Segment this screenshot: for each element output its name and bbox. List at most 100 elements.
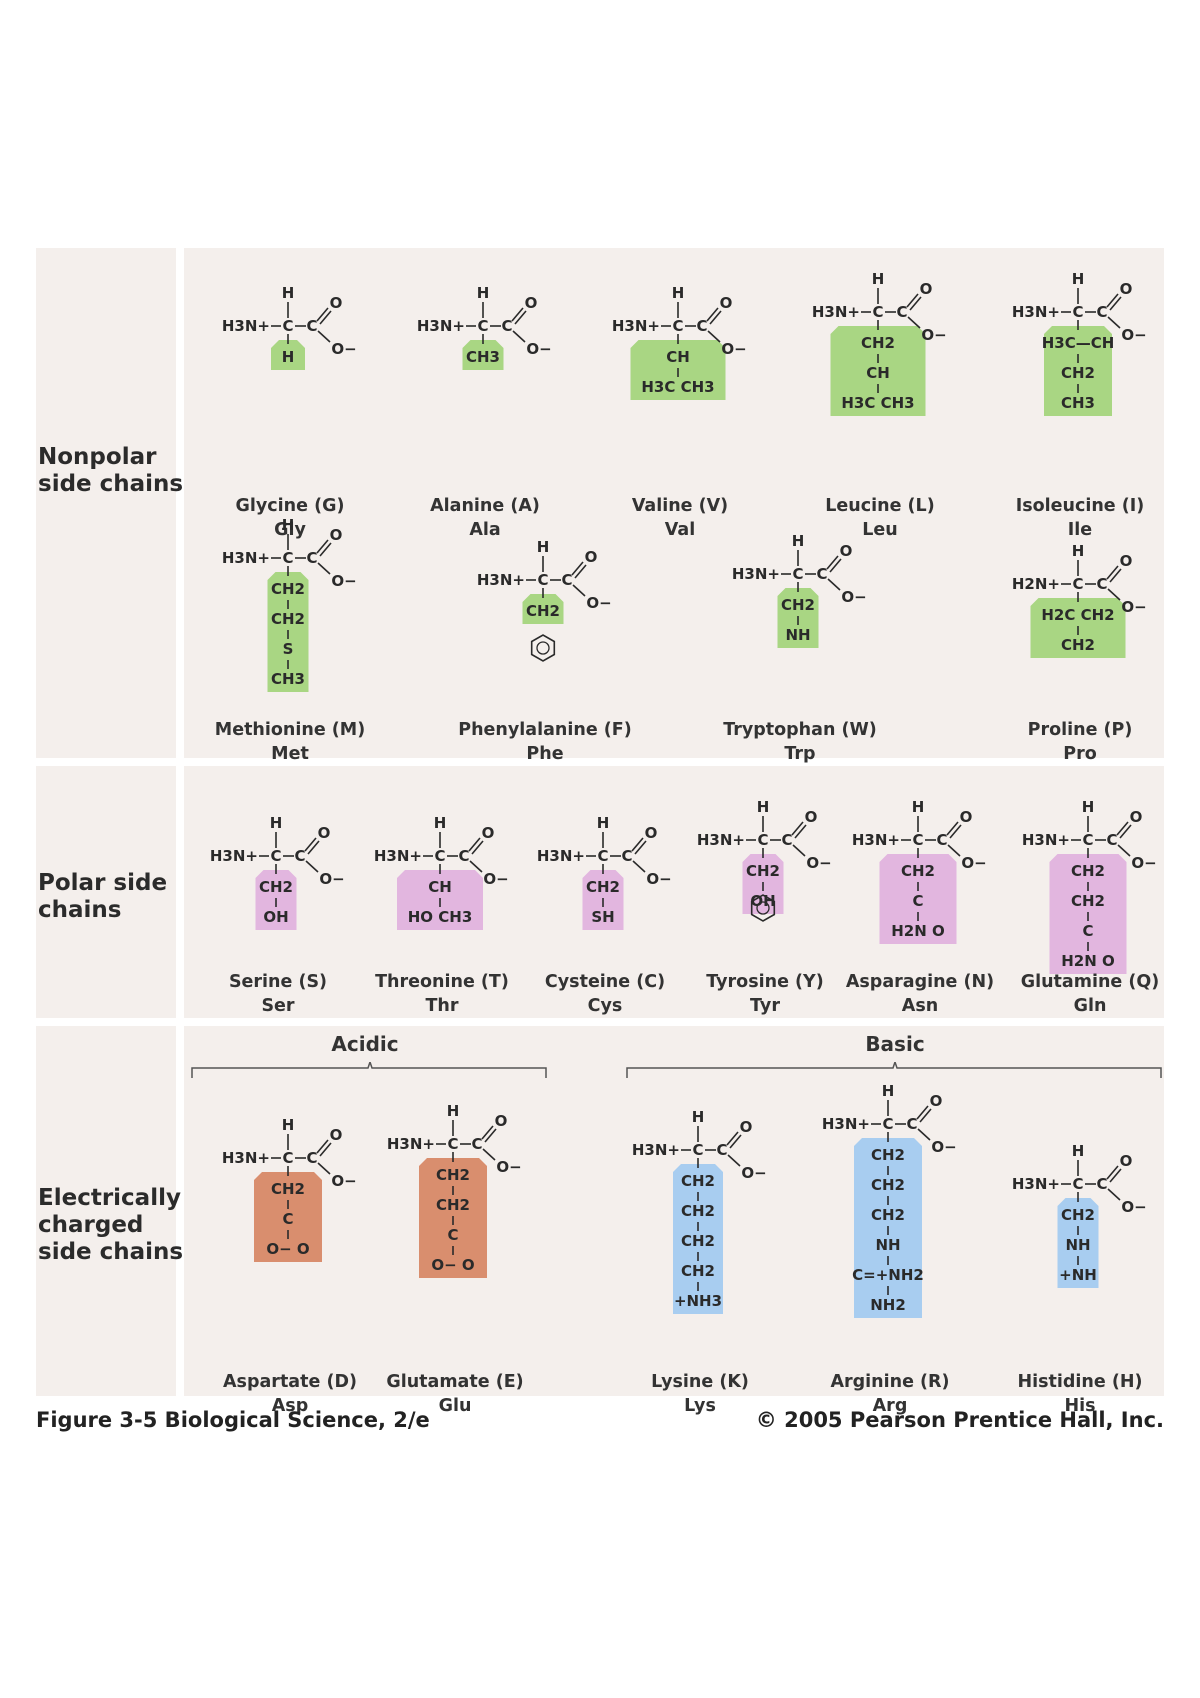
amino-acid-asn: H3N+ C H C O O− CH2 C H2N O Asparagine (N) Asn — [830, 776, 1010, 1022]
carboxylate-oxygen: O− — [1121, 598, 1146, 616]
side-chain-highlight — [1057, 1198, 1099, 1288]
side-chain-highlight — [830, 326, 926, 416]
side-chain-group: H3C—CH — [1042, 334, 1115, 352]
amino-acid-val: H3N+ C H C O O− CH H3C CH3 Valine (V) Val — [590, 262, 770, 546]
amino-acid-label: Lysine (K) Lys — [610, 1370, 790, 1418]
amino-acid-leu: H3N+ C H C O O− CH2 CH H3C CH3 Leucine (L) Leu — [790, 248, 970, 546]
side-chain-group: CH2 — [271, 610, 305, 628]
amino-group: H3N+ — [632, 1141, 680, 1159]
amino-group: H3N+ — [852, 831, 900, 849]
alpha-hydrogen: H — [270, 814, 283, 832]
copyright-text: © 2005 Pearson Prentice Hall, Inc. — [755, 1408, 1164, 1432]
side-chain-group: CH — [428, 878, 452, 896]
carboxylate-oxygen: O− — [496, 1158, 521, 1176]
side-chain-group: CH2 — [436, 1196, 470, 1214]
carboxylate-oxygen: O− — [526, 340, 551, 358]
carboxyl-carbon: C — [294, 847, 305, 865]
carboxylate-oxygen: O− — [961, 854, 986, 872]
alpha-carbon: C — [282, 1149, 293, 1167]
charged-label-panel — [36, 1026, 176, 1396]
alpha-hydrogen: H — [282, 516, 295, 534]
carbonyl-oxygen: O — [1120, 1152, 1133, 1170]
amino-group: H3N+ — [387, 1135, 435, 1153]
amino-acid-ile: H3N+ C H C O O− H3C—CH CH2 CH3 Isoleucine (I) Ile — [990, 248, 1170, 546]
side-chain-group: O− O — [431, 1256, 474, 1274]
amino-acid-abbreviation: Ala — [469, 520, 501, 540]
alpha-carbon: C — [1072, 575, 1083, 593]
amino-acid-name: Valine (V) — [631, 496, 729, 516]
amino-acid-thr: H3N+ C H C O O− CH HO CH3 Threonine (T) Thr — [352, 792, 532, 1022]
amino-acid-label: Glycine (G) Gly — [200, 494, 380, 542]
amino-acid-name: Tryptophan (W) — [723, 720, 877, 740]
carbonyl-oxygen: O — [1130, 808, 1143, 826]
carbonyl-oxygen: O — [318, 824, 331, 842]
alpha-carbon: C — [792, 565, 803, 583]
side-chain-group: C — [1082, 922, 1093, 940]
side-chain-group: OH — [750, 892, 775, 910]
amino-acid-name: Isoleucine (I) — [1015, 496, 1145, 516]
amino-acid-abbreviation: Leu — [862, 520, 898, 540]
amino-group: H3N+ — [222, 549, 270, 567]
side-chain-group: CH2 — [271, 580, 305, 598]
side-chain-group: CH2 — [1071, 892, 1105, 910]
amino-group: H3N+ — [222, 1149, 270, 1167]
section-label-polar: Polar side chains — [38, 870, 168, 923]
side-chain-group: HO CH3 — [408, 908, 473, 926]
alpha-carbon: C — [537, 571, 548, 589]
side-chain-group: CH — [866, 364, 890, 382]
benzene-ring-icon — [530, 634, 556, 662]
section-label-nonpolar: Nonpolar side chains — [38, 444, 184, 497]
side-chain-group: S — [283, 640, 294, 658]
amino-acid-name: Lysine (K) — [651, 1372, 749, 1392]
side-chain-group: CH2 — [1071, 862, 1105, 880]
alpha-carbon: C — [597, 847, 608, 865]
carboxylate-oxygen: O− — [921, 326, 946, 344]
amino-acid-abbreviation: Met — [271, 744, 309, 764]
amino-acid-name: Leucine (L) — [825, 496, 935, 516]
side-chain-group: H3C CH3 — [841, 394, 914, 412]
amino-group: H3N+ — [374, 847, 422, 865]
alpha-carbon: C — [1072, 303, 1083, 321]
amino-acid-label: Histidine (H) His — [990, 1370, 1170, 1418]
amino-acid-label: Aspartate (D) Asp — [200, 1370, 380, 1418]
carboxylate-oxygen: O− — [483, 870, 508, 888]
amino-acid-name: Proline (P) — [1027, 720, 1133, 740]
carboxyl-carbon: C — [306, 549, 317, 567]
amino-acid-name: Aspartate (D) — [223, 1372, 357, 1392]
side-chain-highlight — [462, 340, 504, 370]
amino-acid-label: Alanine (A) Ala — [395, 494, 575, 542]
side-chain-group: CH2 — [681, 1172, 715, 1190]
side-chain-group: CH2 — [871, 1146, 905, 1164]
amino-acid-gly: H3N+ C H C O O− H Glycine (G) Gly — [200, 262, 380, 546]
carbonyl-oxygen: O — [805, 808, 818, 826]
amino-acid-name: Methionine (M) — [214, 720, 366, 740]
carboxylate-oxygen: O− — [721, 340, 746, 358]
carboxylate-oxygen: O− — [841, 588, 866, 606]
side-chain-group: CH2 — [681, 1202, 715, 1220]
amino-acid-ala: H3N+ C H C O O− CH3 Alanine (A) Ala — [395, 262, 575, 546]
amino-group: H3N+ — [1012, 303, 1060, 321]
amino-acid-ser: H3N+ C H C O O− CH2 OH Serine (S) Ser — [188, 792, 368, 1022]
amino-acid-name: Histidine (H) — [1017, 1372, 1143, 1392]
side-chain-group: CH2 — [781, 596, 815, 614]
carboxyl-carbon: C — [696, 317, 707, 335]
side-chain-group: CH2 — [526, 602, 560, 620]
side-chain-group: C — [282, 1210, 293, 1228]
amino-acid-met: H3N+ C H C O O− CH2 CH2 S CH3 Methionine (M) Met — [200, 494, 380, 770]
figure-caption: Figure 3-5 Biological Science, 2/e — [36, 1408, 430, 1432]
alpha-carbon: C — [1082, 831, 1093, 849]
side-chain-group: CH — [666, 348, 690, 366]
alpha-carbon: C — [882, 1115, 893, 1133]
amino-group: H3N+ — [222, 317, 270, 335]
amino-acid-name: Alanine (A) — [430, 496, 540, 516]
carboxylate-oxygen: O− — [331, 340, 356, 358]
side-chain-group: CH2 — [436, 1166, 470, 1184]
alpha-hydrogen: H — [672, 284, 685, 302]
